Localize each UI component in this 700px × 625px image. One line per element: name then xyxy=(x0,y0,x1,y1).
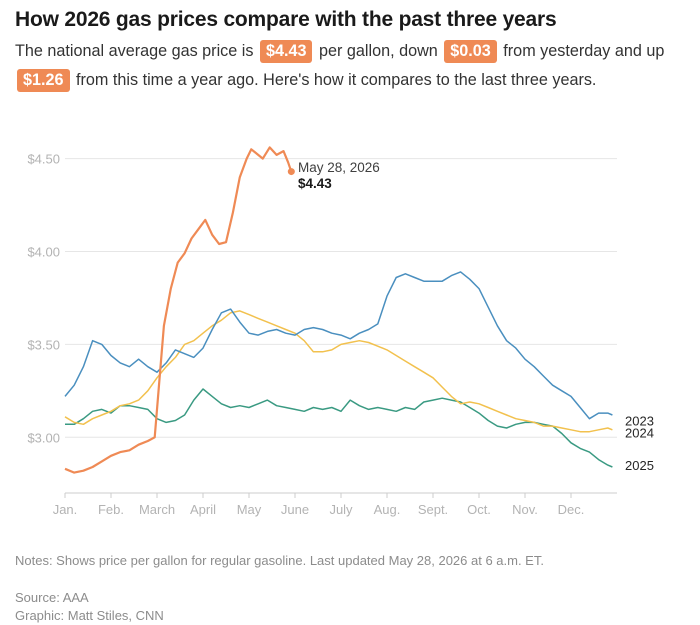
chart-subtitle: The national average gas price is $4.43 … xyxy=(15,37,687,95)
series-lines xyxy=(64,146,613,474)
series-label-2025: 2025 xyxy=(625,458,654,473)
latest-value-dot xyxy=(287,168,295,176)
subtitle-text-2: per gallon, down xyxy=(318,42,438,60)
subtitle-text-3: from yesterday and up xyxy=(503,42,665,60)
series-line-2025 xyxy=(65,388,613,468)
chart-notes: Notes: Shows price per gallon for regula… xyxy=(15,553,544,568)
series-line-2023 xyxy=(64,271,613,420)
x-tick-label: Jan. xyxy=(53,502,78,517)
annotation-date: May 28, 2026 xyxy=(298,160,380,175)
series-line-2024 xyxy=(64,310,613,433)
y-tick-label: $4.50 xyxy=(27,152,60,167)
x-axis: Jan. Feb. March April May June July Aug. Sept. Oc… xyxy=(53,492,617,517)
chart-credits: Source: AAA Graphic: Matt Stiles, CNN xyxy=(15,589,164,625)
x-tick-label: May xyxy=(237,502,262,517)
subtitle-text-1: The national average gas price is xyxy=(15,42,254,60)
x-tick-label: Feb. xyxy=(98,502,124,517)
price-badge: $4.43 xyxy=(259,40,313,63)
x-tick-label: June xyxy=(281,502,309,517)
x-tick-label: April xyxy=(190,502,216,517)
chart-title: How 2026 gas prices compare with the pas… xyxy=(15,8,557,31)
x-tick-label: March xyxy=(139,502,175,517)
y-tick-label: $3.00 xyxy=(27,430,60,445)
x-tick-label: Aug. xyxy=(374,502,401,517)
daily-change-badge: $0.03 xyxy=(444,40,497,63)
y-tick-label: $3.50 xyxy=(27,337,60,352)
y-axis-tick-labels: $3.00 $3.50 $4.00 $4.50 xyxy=(27,152,60,446)
yearly-change-badge: $1.26 xyxy=(17,69,70,92)
annotation-value: $4.43 xyxy=(298,176,332,191)
grid-lines xyxy=(65,158,617,438)
latest-value-annotation: May 28, 2026$4.43 xyxy=(287,160,380,191)
subtitle-text-4: from this time a year ago. Here's how it… xyxy=(76,71,597,89)
x-tick-label: Nov. xyxy=(512,502,538,517)
x-tick-label: July xyxy=(329,502,353,517)
x-tick-label: Oct. xyxy=(467,502,491,517)
series-line-2026 xyxy=(64,146,293,474)
series-label-2024: 2024 xyxy=(625,426,654,441)
x-tick-label: Dec. xyxy=(558,502,585,517)
chart-source: Source: AAA xyxy=(15,590,89,605)
series-label-2023: 2023 xyxy=(625,413,654,428)
chart-graphic-credit: Graphic: Matt Stiles, CNN xyxy=(15,608,164,623)
y-tick-label: $4.00 xyxy=(27,244,60,259)
x-tick-label: Sept. xyxy=(418,502,448,517)
